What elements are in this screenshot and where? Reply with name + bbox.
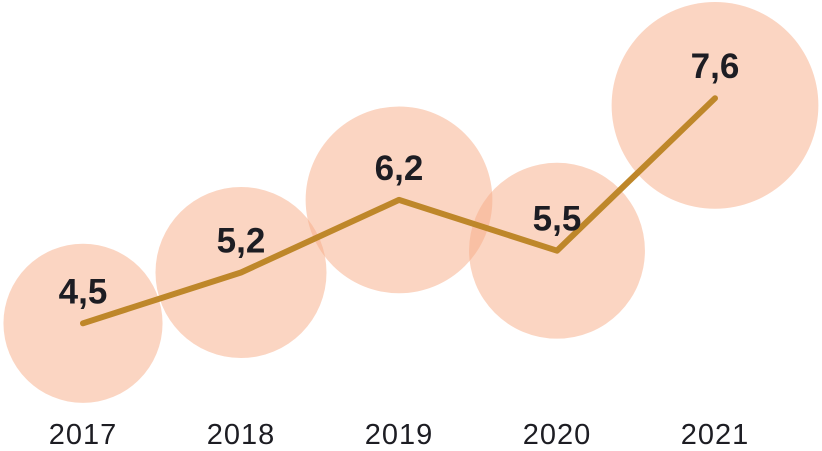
year-label-2021: 2021 xyxy=(681,419,750,451)
value-label-2017: 4,5 xyxy=(59,272,108,311)
year-label-2017: 2017 xyxy=(49,419,118,451)
year-label-2018: 2018 xyxy=(207,419,276,451)
trend-line xyxy=(80,95,718,327)
bubble-2021 xyxy=(611,2,819,209)
value-label-2021: 7,6 xyxy=(691,47,740,86)
year-label-2019: 2019 xyxy=(365,419,434,451)
value-label-2020: 5,5 xyxy=(533,200,582,239)
year-label-2020: 2020 xyxy=(523,419,592,451)
value-label-2018: 5,2 xyxy=(217,221,266,260)
value-label-2019: 6,2 xyxy=(375,149,424,188)
